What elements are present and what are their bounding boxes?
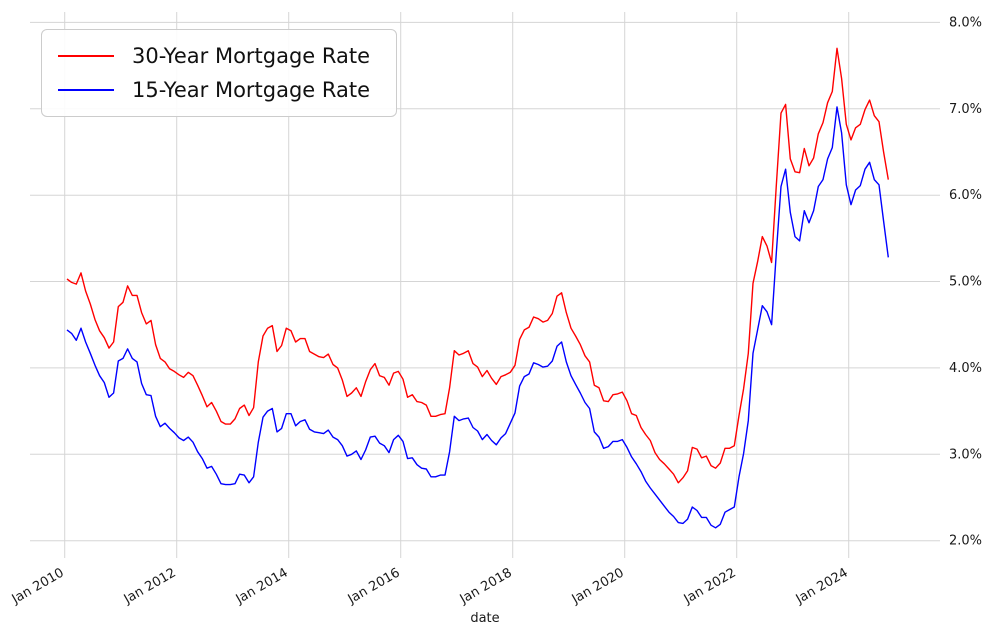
svg-text:Jan 2010: Jan 2010 xyxy=(9,565,67,607)
svg-text:Jan 2012: Jan 2012 xyxy=(121,565,179,607)
legend-label-15-year: 15-Year Mortgage Rate xyxy=(132,78,371,102)
svg-text:5.0%: 5.0% xyxy=(949,275,982,290)
legend-label-30-year: 30-Year Mortgage Rate xyxy=(132,44,371,68)
svg-text:4.0%: 4.0% xyxy=(949,361,982,376)
svg-text:Jan 2016: Jan 2016 xyxy=(345,565,403,607)
svg-text:2.0%: 2.0% xyxy=(949,534,982,549)
legend-item-15-year: 15-Year Mortgage Rate xyxy=(58,78,370,102)
legend: 30-Year Mortgage Rate 15-Year Mortgage R… xyxy=(41,29,398,117)
legend-line-15-year-icon xyxy=(58,89,114,91)
legend-item-30-year: 30-Year Mortgage Rate xyxy=(58,44,370,68)
svg-text:Jan 2022: Jan 2022 xyxy=(681,565,739,607)
svg-text:Jan 2014: Jan 2014 xyxy=(233,565,291,607)
svg-text:Jan 2024: Jan 2024 xyxy=(793,565,851,607)
svg-text:date: date xyxy=(470,611,499,626)
svg-text:6.0%: 6.0% xyxy=(949,188,982,203)
svg-text:3.0%: 3.0% xyxy=(949,447,982,462)
svg-text:8.0%: 8.0% xyxy=(949,15,982,30)
svg-text:Jan 2020: Jan 2020 xyxy=(569,565,627,607)
svg-text:7.0%: 7.0% xyxy=(949,102,982,117)
legend-line-30-year-icon xyxy=(58,55,114,57)
svg-text:Jan 2018: Jan 2018 xyxy=(457,565,515,607)
